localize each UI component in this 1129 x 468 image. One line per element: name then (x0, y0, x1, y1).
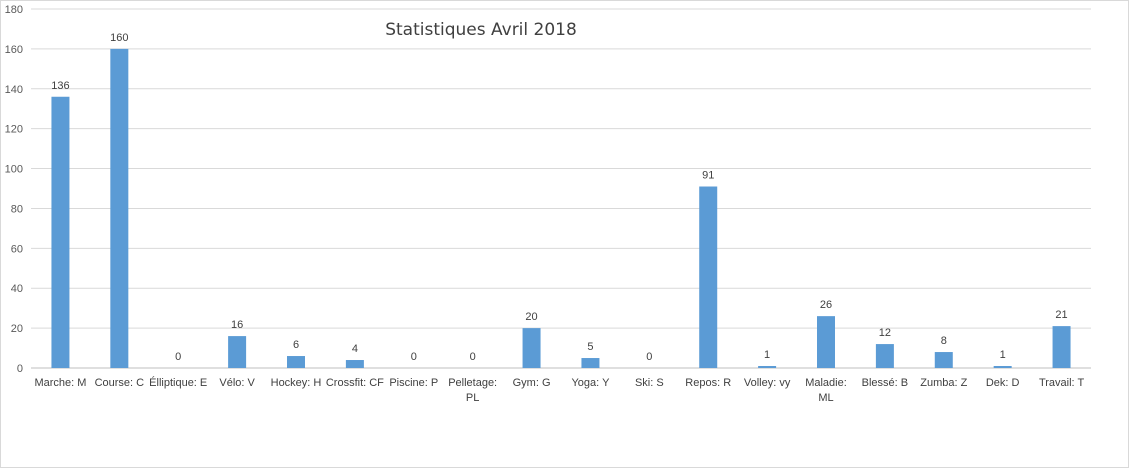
x-category-label: Crossfit: CF (326, 377, 384, 389)
x-category-label: Gym: G (513, 377, 551, 389)
data-label: 0 (411, 351, 417, 363)
bar (699, 187, 717, 368)
chart-title: Statistiques Avril 2018 (385, 20, 577, 40)
bar (523, 328, 541, 368)
bar (935, 352, 953, 368)
data-label: 0 (175, 351, 181, 363)
x-category-label: Pelletage: (448, 377, 497, 389)
bar (1053, 326, 1071, 368)
y-tick-label: 140 (5, 84, 23, 96)
y-tick-label: 20 (11, 323, 23, 335)
data-label: 20 (525, 311, 537, 323)
data-label: 12 (879, 327, 891, 339)
x-category-label: ML (818, 392, 833, 404)
data-label: 26 (820, 299, 832, 311)
data-label: 21 (1055, 309, 1067, 321)
x-category-label: Maladie: (805, 377, 847, 389)
y-tick-label: 100 (5, 164, 23, 176)
y-axis-tick-labels: 0 20 40 60 80 100 120 140 160 180 (5, 4, 23, 375)
x-category-label: Piscine: P (389, 377, 438, 389)
x-category-label: Dek: D (986, 377, 1020, 389)
bar (758, 366, 776, 368)
x-category-label: Hockey: H (271, 377, 322, 389)
x-category-label: Marche: M (34, 377, 86, 389)
x-category-label: Repos: R (685, 377, 731, 389)
bar (581, 358, 599, 368)
data-label: 1 (1000, 349, 1006, 361)
x-category-label: PL (466, 392, 479, 404)
bar (876, 344, 894, 368)
y-tick-label: 40 (11, 283, 23, 295)
x-category-label: Volley: vy (744, 377, 791, 389)
x-category-label: Zumba: Z (920, 377, 967, 389)
y-tick-label: 60 (11, 243, 23, 255)
data-label: 4 (352, 343, 358, 355)
x-axis-category-labels: Marche: M Course: C Élliptique: E Vélo: V Ho… (34, 376, 1084, 404)
x-category-label: Course: C (95, 377, 145, 389)
bar (346, 360, 364, 368)
y-tick-label: 120 (5, 124, 23, 136)
x-category-label: Blessé: B (862, 377, 908, 389)
data-label: 1 (764, 349, 770, 361)
bar (228, 336, 246, 368)
y-tick-label: 160 (5, 44, 23, 56)
x-category-label: Yoga: Y (571, 377, 610, 389)
bar (817, 316, 835, 368)
data-label: 160 (110, 32, 128, 44)
bar (110, 49, 128, 368)
x-category-label: Élliptique: E (149, 376, 207, 389)
data-label: 91 (702, 170, 714, 182)
data-label: 0 (646, 351, 652, 363)
y-tick-label: 80 (11, 203, 23, 215)
x-category-label: Ski: S (635, 377, 664, 389)
data-label: 5 (587, 341, 593, 353)
bar (51, 97, 69, 368)
data-label: 6 (293, 339, 299, 351)
bar (994, 366, 1012, 368)
data-label: 16 (231, 319, 243, 331)
y-tick-label: 180 (5, 4, 23, 16)
data-label: 0 (470, 351, 476, 363)
x-category-label: Vélo: V (219, 377, 255, 389)
y-tick-label: 0 (17, 363, 23, 375)
data-label: 136 (51, 80, 69, 92)
x-category-label: Travail: T (1039, 377, 1085, 389)
data-labels: 136 160 0 16 6 4 0 0 20 5 0 91 1 26 12 8 1 21 (51, 32, 1067, 363)
gridlines (31, 9, 1091, 368)
data-label: 8 (941, 335, 947, 347)
bar (287, 356, 305, 368)
